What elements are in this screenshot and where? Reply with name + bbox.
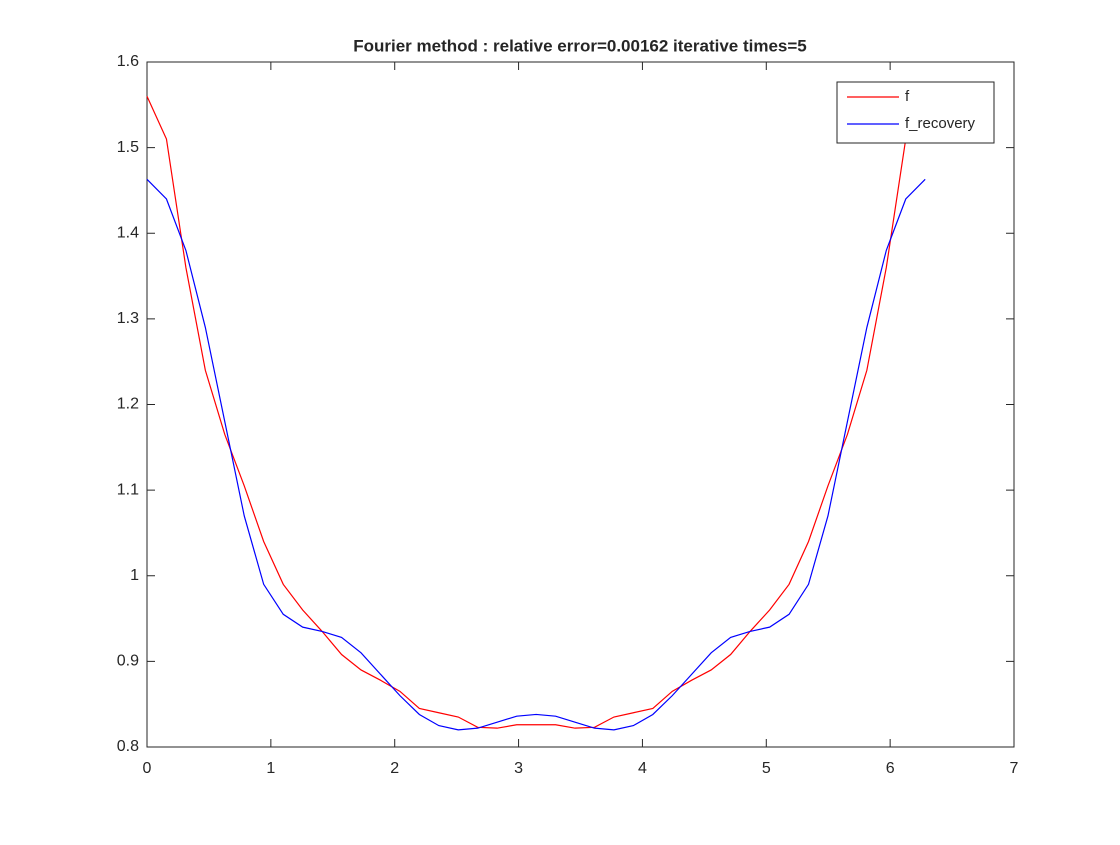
- legend-label: f_recovery: [905, 115, 976, 132]
- y-tick-label: 0.8: [117, 738, 139, 755]
- x-tick-label: 4: [638, 760, 647, 777]
- x-tick-label: 5: [762, 760, 771, 777]
- y-tick-label: 1.1: [117, 481, 139, 498]
- x-tick-label: 1: [266, 760, 275, 777]
- line-series: [146, 96, 926, 729]
- y-tick-label: 1.3: [117, 310, 139, 327]
- y-tick-label: 1: [130, 567, 139, 584]
- y-tick-label: 1.4: [117, 224, 139, 241]
- line-series: [146, 178, 926, 731]
- legend-box: [836, 81, 995, 144]
- plot-box: [146, 61, 1015, 748]
- y-tick-label: 1.2: [117, 396, 139, 413]
- y-tick-label: 1.5: [117, 139, 139, 156]
- x-tick-label: 0: [143, 760, 152, 777]
- chart-title: Fourier method : relative error=0.00162 …: [353, 36, 807, 55]
- x-tick-label: 7: [1010, 760, 1019, 777]
- y-tick-label: 1.6: [117, 53, 139, 70]
- y-tick-label: 0.9: [117, 653, 139, 670]
- x-tick-label: 3: [514, 760, 523, 777]
- legend-label: f: [905, 88, 910, 105]
- x-tick-label: 2: [390, 760, 399, 777]
- x-tick-label: 6: [886, 760, 895, 777]
